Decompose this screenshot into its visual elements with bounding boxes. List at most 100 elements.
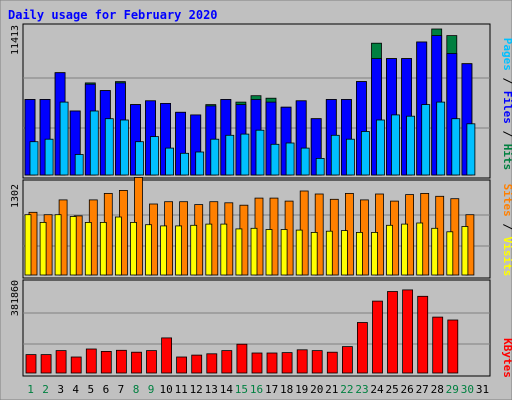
sites-max-label: 1302 [10,184,21,208]
sites-bar [295,229,303,276]
pages-bar [285,142,295,176]
day-label: 11 [175,383,188,396]
sites-bar [371,231,378,276]
pages-bar [436,101,446,176]
kbytes-bar [326,351,338,374]
pages-bar [345,138,355,176]
pages-files-hits-panel [22,23,491,179]
day-label: 10 [159,383,172,396]
day-label: 15 [235,383,248,396]
sites-bar [386,224,393,276]
sites-bar [175,225,183,276]
sites-bar [416,222,424,276]
sites-bar [431,227,439,276]
day-label: 31 [476,383,489,396]
day-label: 8 [133,383,140,396]
kbytes-bar [55,350,67,374]
kbytes-legend: KBytes [501,338,512,378]
pages-bar [315,157,325,176]
day-label: 24 [370,383,384,396]
sites-bar [220,223,228,276]
pages-bar [165,147,175,176]
day-label: 17 [265,383,278,396]
sites-bar [280,229,288,276]
day-label: 6 [103,383,110,396]
sites-bar [446,231,454,276]
day-label: 20 [310,383,323,396]
sites-bar [250,227,258,276]
day-label: 1 [27,383,34,396]
day-label: 27 [416,383,429,396]
sites-bar [401,223,409,276]
pages-max-label: 11413 [10,25,21,55]
day-label: 30 [461,383,474,396]
sites-bar [235,228,243,276]
sites-bar [84,221,92,276]
kbytes-bar [161,337,173,374]
day-label: 9 [148,383,155,396]
day-label: 26 [400,383,413,396]
kbytes-bar [131,351,142,374]
kbytes-bar [372,300,383,374]
sites-bar [24,214,32,276]
pages-bar [406,115,416,176]
kbytes-bar [341,346,353,374]
kbytes-bar [206,353,218,374]
kbytes-bar [191,354,203,374]
day-label: 2 [42,383,49,396]
sites-visits-legend: Sites / Visits [501,184,512,277]
day-label: 5 [87,383,94,396]
pages-bar [421,104,431,176]
sites-bar [325,230,333,276]
chart-title: Daily usage for February 2020 [8,8,218,22]
kbytes-bar [356,322,368,374]
kbytes-max-label: 381860 [10,280,21,316]
day-label: 4 [72,383,79,396]
kbytes-bar [296,349,308,374]
sites-visits-panel [22,176,491,279]
kbytes-bar [25,354,37,374]
pages-bar [104,118,114,176]
sites-bar [205,223,213,276]
pages-bar [180,152,190,176]
kbytes-panel [22,279,491,377]
pages-bar [225,134,235,176]
kbytes-bar [432,316,444,374]
pages-bar [150,136,159,176]
pages-bar [210,138,220,176]
pages-bar [44,138,54,176]
kbytes-bar [85,348,97,374]
pages-bar [451,118,461,176]
kbytes-bar [70,356,82,374]
pages-bar [255,129,265,176]
sites-bar [265,229,273,276]
pages-bar [391,114,400,176]
day-label: 29 [446,383,459,396]
day-axis-labels: 1 2 3 4 5 6 7 8 9 10 11 12 13 14 15 16 17 18 19 20 21 22 23 24 2… [27,383,489,396]
kbytes-bar [251,352,263,374]
kbytes-bar [221,350,233,374]
kbytes-bar [266,352,278,374]
pages-bar [330,134,340,176]
sites-bar [160,225,168,276]
day-label: 22 [340,383,353,396]
kbytes-bar [417,295,429,374]
day-label: 25 [385,383,398,396]
day-label: 16 [250,383,263,396]
sites-bar [69,216,77,276]
pages-bar [120,119,129,176]
sites-bar [340,230,348,276]
kbytes-bar [236,343,248,374]
pages-bar [270,143,280,176]
sites-bar [99,221,107,276]
kbytes-bar [387,291,398,374]
day-label: 13 [205,383,218,396]
pages-bar [135,141,144,176]
pages-bar [59,101,69,176]
pages-bar [74,154,84,176]
kbytes-bar [100,350,112,374]
kbytes-bar [281,352,293,374]
day-label: 18 [280,383,293,396]
